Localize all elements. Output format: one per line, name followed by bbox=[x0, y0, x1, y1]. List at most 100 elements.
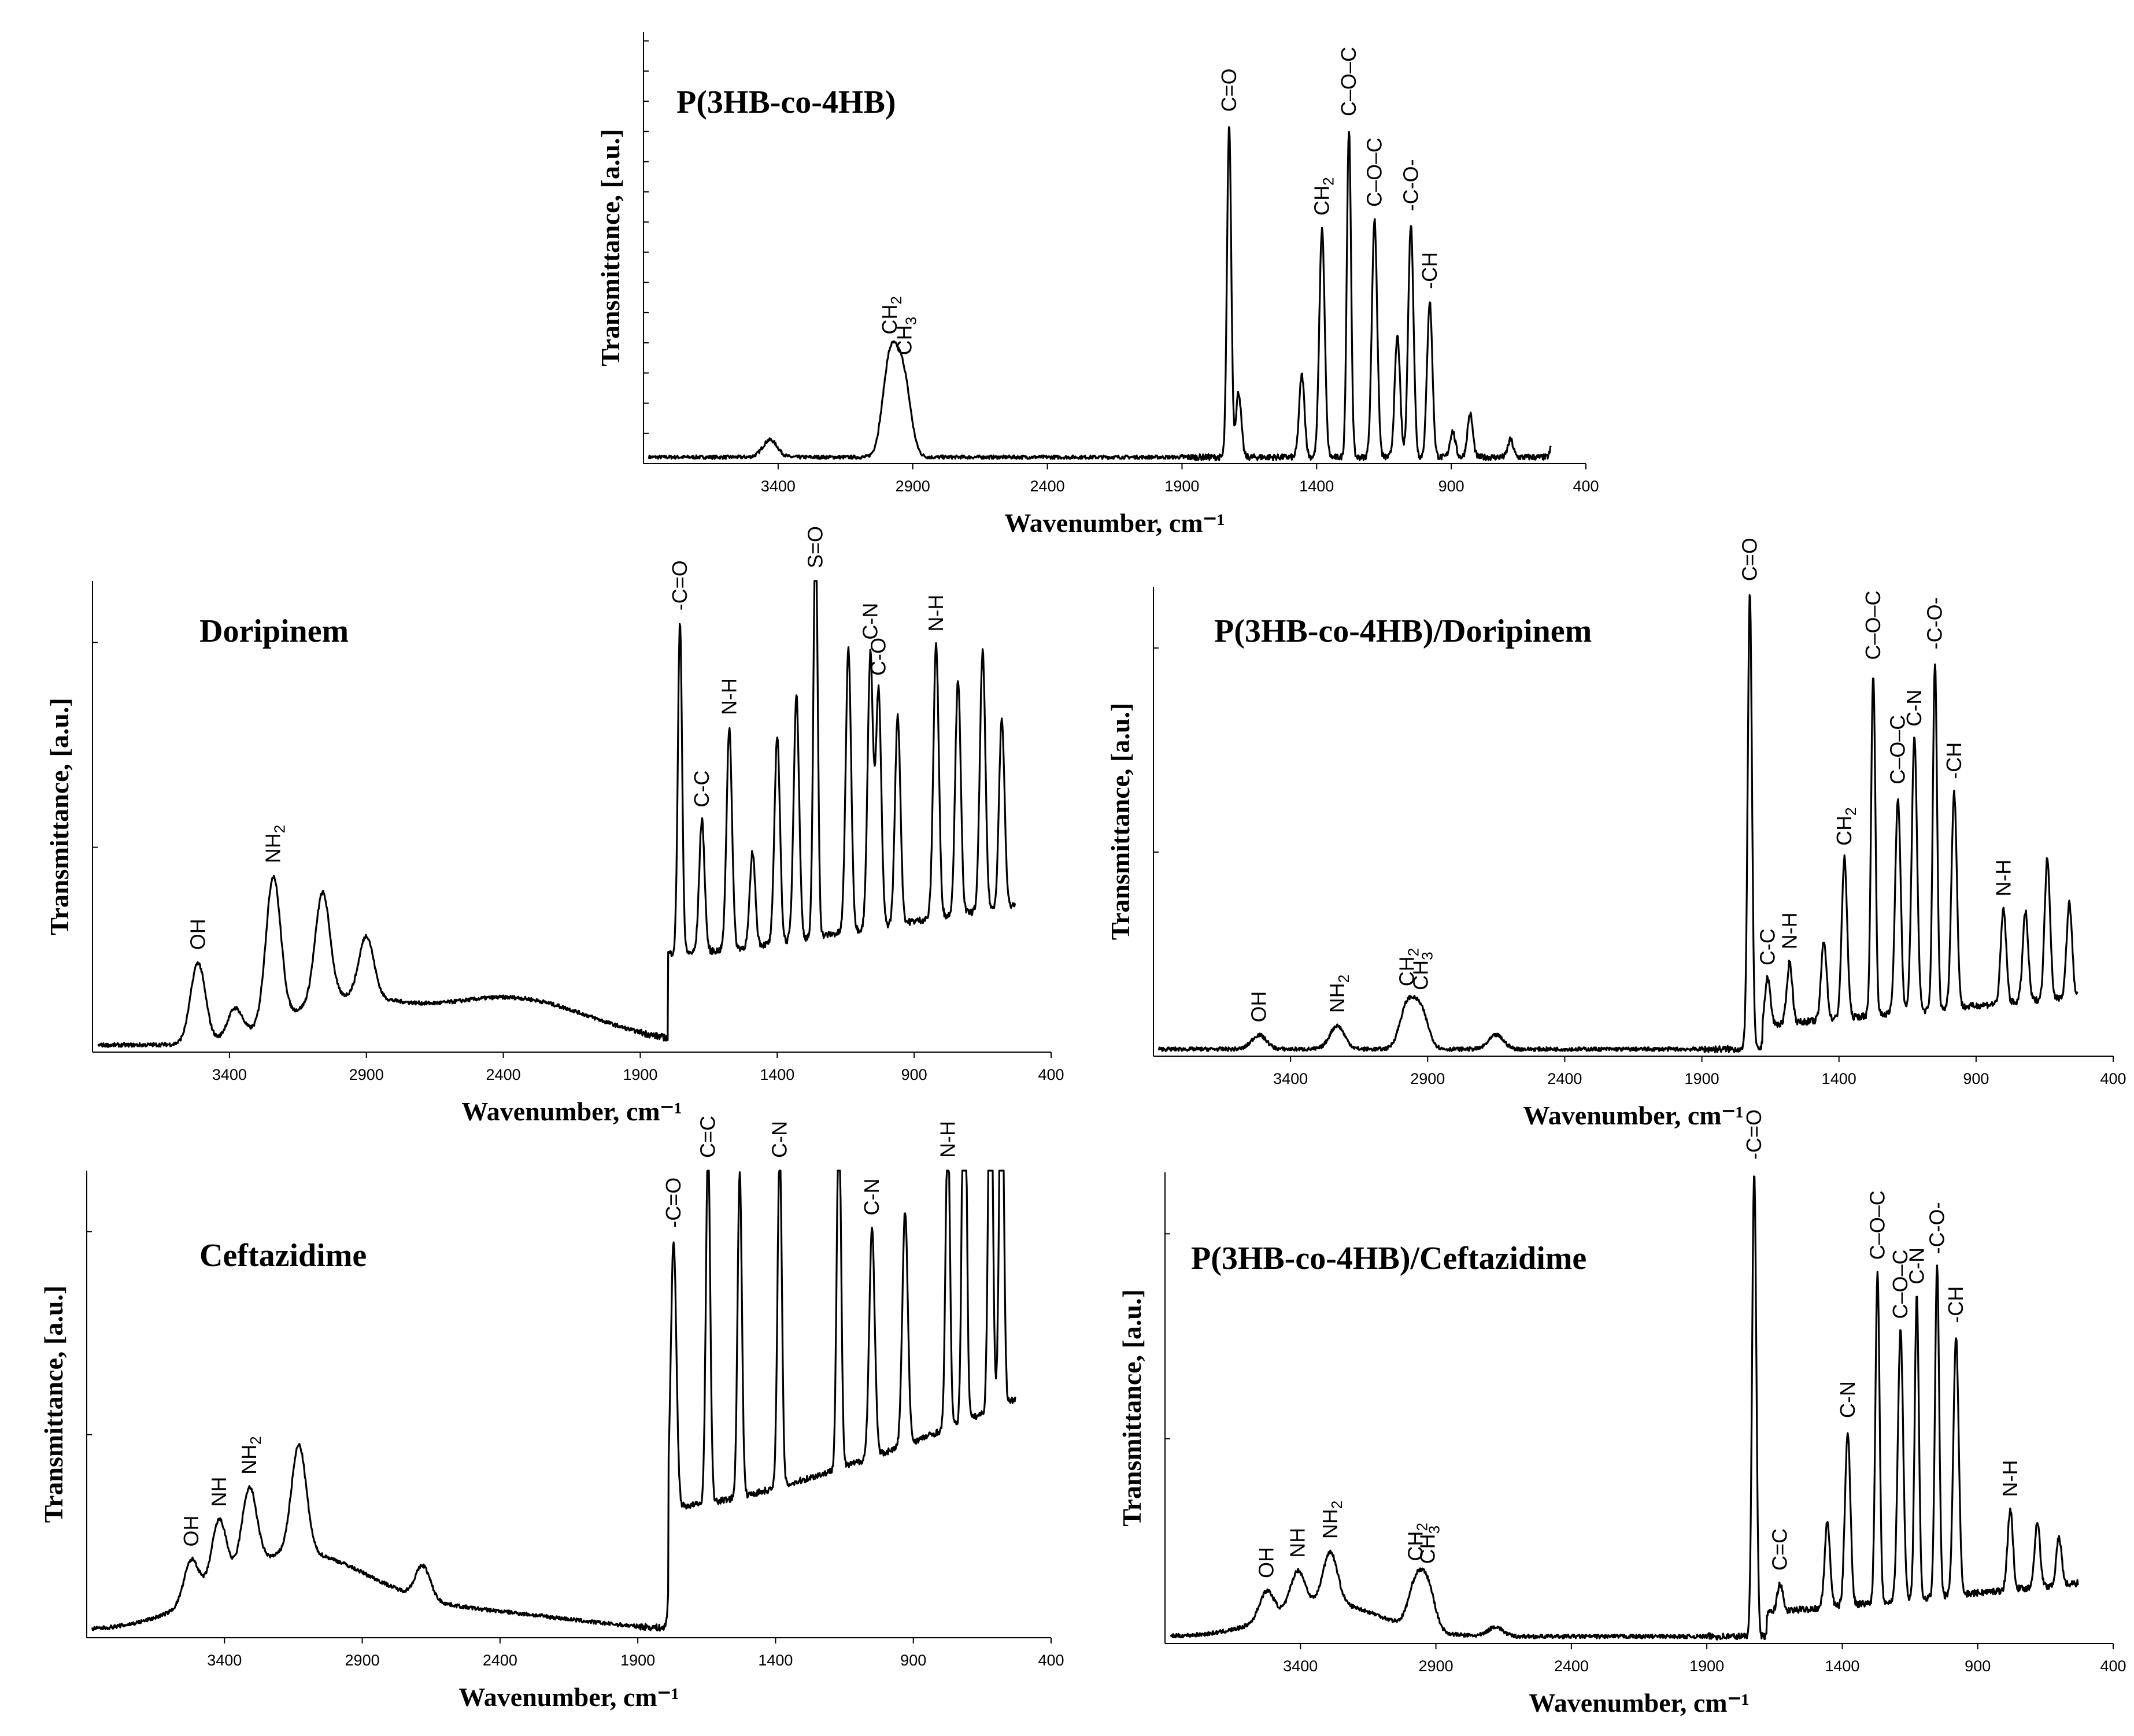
peak-label: N-H bbox=[924, 595, 948, 632]
panel-title: Doripinem bbox=[199, 613, 349, 649]
peak-label: N-H bbox=[935, 1121, 959, 1158]
peak-label: C-N bbox=[1902, 690, 1926, 727]
x-tick-label: 2900 bbox=[349, 1066, 384, 1083]
x-tick-label: 900 bbox=[1963, 1070, 1989, 1087]
x-tick-label: 1400 bbox=[1825, 1657, 1859, 1675]
peak-label: -C-O- bbox=[1923, 597, 1947, 649]
x-tick-label: 900 bbox=[900, 1652, 926, 1669]
chart-panel-2: 3400 2900 2400 1900 1400 900 400 OH NH2 -C=O C-C N-… bbox=[45, 526, 1064, 1126]
peak-label: NH bbox=[207, 1477, 231, 1507]
peak-label: NH2 bbox=[1325, 975, 1352, 1013]
x-tick-label: 400 bbox=[2100, 1657, 2126, 1675]
peak-label: C–O–C bbox=[1861, 590, 1885, 660]
peak-label: -C=O bbox=[1742, 1109, 1766, 1160]
y-axis-title: Transmittance, [a.u.] bbox=[45, 698, 74, 935]
peak-label: C-C bbox=[1755, 928, 1779, 965]
peak-label: S=O bbox=[804, 526, 827, 568]
peak-label: CH2 bbox=[1832, 807, 1859, 845]
x-axis-title: Wavenumber, cm⁻¹ bbox=[1004, 508, 1225, 538]
peak-label: C-N bbox=[860, 1179, 883, 1216]
peak-label: CH2 bbox=[1403, 1523, 1430, 1561]
peak-label: -C-O- bbox=[1399, 159, 1422, 211]
x-tick-label: 900 bbox=[1438, 478, 1464, 495]
x-tick-label: 2400 bbox=[486, 1066, 521, 1083]
x-tick-label: 2900 bbox=[1410, 1070, 1445, 1087]
x-tick-label: 1900 bbox=[1164, 478, 1199, 495]
peak-label: N-H bbox=[1991, 860, 2015, 897]
x-tick-label: 3400 bbox=[207, 1652, 242, 1669]
x-tick-label: 900 bbox=[1965, 1657, 1991, 1675]
peak-label: C–O–C bbox=[1886, 715, 1910, 784]
spectrum-line bbox=[648, 126, 1552, 461]
x-tick-label: 1900 bbox=[1685, 1070, 1719, 1087]
chart-panel-5: 3400 2900 2400 1900 1400 900 400 OH NH NH2 -C=O C=C… bbox=[1117, 1109, 2126, 1718]
peak-label: C=C bbox=[1768, 1528, 1792, 1571]
panel-title: P(3HB-co-4HB) bbox=[676, 84, 896, 120]
peak-label: C-N bbox=[1836, 1381, 1859, 1418]
x-tick-label: 2900 bbox=[345, 1652, 380, 1669]
peak-label: C=O bbox=[1217, 68, 1241, 112]
peak-label: C-N bbox=[1904, 1248, 1928, 1285]
spectrum-line bbox=[97, 580, 1016, 1048]
peak-label: -C=O bbox=[661, 1178, 685, 1228]
x-tick-label: 400 bbox=[1038, 1652, 1064, 1669]
x-tick-label: 400 bbox=[2100, 1070, 2126, 1087]
peak-label: C-N bbox=[768, 1121, 792, 1158]
x-tick-label: 2400 bbox=[1554, 1657, 1589, 1675]
y-axis-title: Transmittance, [a.u.] bbox=[1117, 1289, 1146, 1527]
peak-label: C-O bbox=[867, 638, 890, 676]
x-axis-title: Wavenumber, cm⁻¹ bbox=[1529, 1688, 1749, 1718]
x-tick-label: 1400 bbox=[758, 1652, 793, 1669]
x-tick-label: 2400 bbox=[1547, 1070, 1582, 1087]
peak-label: C–O–C bbox=[1337, 47, 1360, 116]
spectrum-line bbox=[1157, 594, 2078, 1053]
peak-label: OH bbox=[1255, 1547, 1278, 1578]
peak-label: N-H bbox=[1998, 1460, 2022, 1497]
x-tick-label: 2400 bbox=[1030, 478, 1065, 495]
peak-label: -CH bbox=[1418, 252, 1441, 289]
panel-title: P(3HB-co-4HB)/Ceftazidime bbox=[1191, 1241, 1586, 1276]
peak-label: C-C bbox=[690, 771, 713, 808]
x-tick-label: 2400 bbox=[483, 1652, 517, 1669]
peak-label: N-H bbox=[1777, 912, 1801, 949]
x-axis-title: Wavenumber, cm⁻¹ bbox=[1523, 1101, 1743, 1130]
peak-label: C–O–C bbox=[1362, 138, 1386, 207]
panel-title: P(3HB-co-4HB)/Doripinem bbox=[1214, 613, 1592, 649]
peak-label: -CH bbox=[1942, 742, 1966, 779]
peak-label: -CH bbox=[1944, 1286, 1967, 1323]
spectrum-line bbox=[91, 1169, 1016, 1632]
x-tick-label: 3400 bbox=[212, 1066, 247, 1083]
peak-label: C–O–C bbox=[1888, 1249, 1912, 1319]
peak-label: OH bbox=[186, 919, 209, 950]
peak-label: -C=O bbox=[668, 560, 691, 610]
y-axis-title: Transmittance, [a.u.] bbox=[39, 1286, 68, 1523]
x-tick-label: 1400 bbox=[760, 1066, 794, 1083]
peak-label: C–O–C bbox=[1865, 1190, 1889, 1260]
peak-label: CH2 bbox=[1310, 177, 1337, 215]
peak-label: C=O bbox=[1738, 538, 1762, 581]
peak-label: CH2 bbox=[1395, 948, 1422, 986]
peak-label: NH2 bbox=[237, 1436, 264, 1474]
x-tick-label: 3400 bbox=[1273, 1070, 1308, 1087]
x-tick-label: 1400 bbox=[1299, 478, 1334, 495]
peak-label: C-N bbox=[858, 603, 882, 640]
peak-label: -C-O- bbox=[1925, 1202, 1948, 1254]
x-tick-label: 1900 bbox=[1689, 1657, 1724, 1675]
x-tick-label: 400 bbox=[1038, 1066, 1064, 1083]
peak-label: CH3 bbox=[1408, 952, 1436, 990]
x-tick-label: 1900 bbox=[623, 1066, 657, 1083]
x-tick-label: 2900 bbox=[896, 478, 930, 495]
x-tick-label: 1400 bbox=[1822, 1070, 1856, 1087]
x-tick-label: 1900 bbox=[620, 1652, 655, 1669]
y-axis-title: Transmittance, [a.u.] bbox=[1105, 703, 1135, 941]
peak-label: NH bbox=[1286, 1528, 1310, 1558]
x-axis-title: Wavenumber, cm⁻¹ bbox=[458, 1682, 679, 1712]
panel-title: Ceftazidime bbox=[199, 1238, 367, 1274]
peak-label: CH2 bbox=[878, 296, 905, 334]
x-tick-label: 3400 bbox=[1283, 1657, 1318, 1675]
y-axis-title: Transmittance, [a.u.] bbox=[596, 129, 625, 367]
x-tick-label: 3400 bbox=[761, 478, 796, 495]
peak-label: C=C bbox=[696, 1116, 720, 1158]
